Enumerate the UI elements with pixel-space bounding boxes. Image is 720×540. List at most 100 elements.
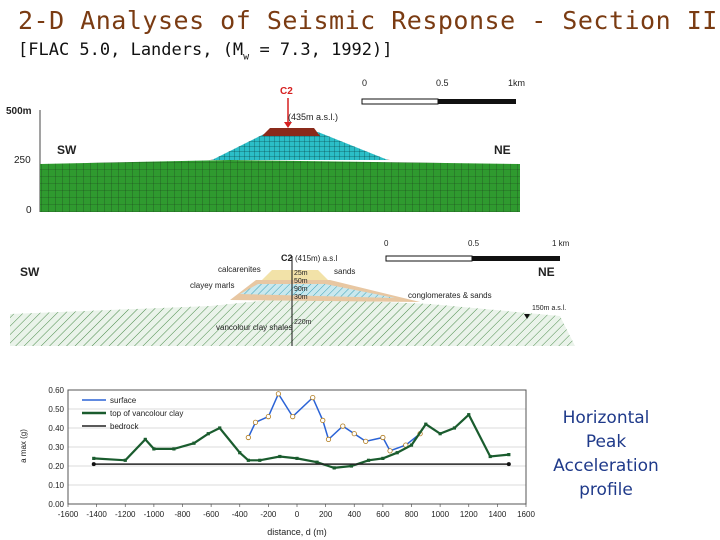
label-clay-shales: vancolour clay shales <box>216 323 292 332</box>
series-point <box>381 456 385 460</box>
series-point <box>332 466 336 470</box>
ne-label-lower: NE <box>538 265 555 279</box>
upper-cross-section: 500m 250 0 C2 (435m a.s.l.) SW NE 0 0.5 … <box>6 78 525 216</box>
series-point <box>152 447 156 451</box>
subtitle-prefix: [FLAC 5.0, Landers, (M <box>18 40 244 60</box>
series-line-1 <box>93 412 509 470</box>
pga-chart: 0.000.100.200.300.400.500.60 -1600 -1400-… <box>19 386 535 537</box>
x-tick-label: 1200 <box>460 510 478 519</box>
depth-25: 25m <box>294 270 308 277</box>
series-point <box>325 436 332 443</box>
series-point <box>295 456 299 460</box>
x-tick-label: -1000 <box>144 510 165 519</box>
calcarenites-layer <box>262 270 328 280</box>
y-tick-label: 0.50 <box>48 405 64 414</box>
series-point <box>363 438 369 444</box>
series-point <box>258 458 262 462</box>
series-point <box>340 423 346 429</box>
series-point <box>290 413 296 420</box>
series-point <box>91 462 96 467</box>
series-point <box>424 422 428 426</box>
scale-bar-white-lower <box>385 255 473 262</box>
y-tick-label: 0.20 <box>48 462 64 471</box>
slide-subtitle: [FLAC 5.0, Landers, (Mw = 7.3, 1992)] <box>18 40 393 62</box>
legend-label: bedrock <box>110 422 139 431</box>
x-tick-label: 1400 <box>488 510 506 519</box>
side-label-line-4: profile <box>579 480 633 500</box>
label-conglomerates: conglomerates & sands <box>408 291 492 300</box>
chart-xlabel: distance, d (m) <box>267 527 327 537</box>
x-tick-label: 800 <box>405 510 419 519</box>
series-point <box>246 458 250 462</box>
series-point <box>172 447 176 451</box>
depth-90: 90m <box>294 286 308 293</box>
series-point <box>310 394 316 401</box>
ne-label-upper: NE <box>494 143 511 157</box>
series-line-0 <box>247 392 421 452</box>
chart-y-ticks: 0.00 0.10 0.20 0.30 0.40 0.50 0.60 <box>48 386 64 509</box>
side-label: Horizontal Peak Acceleration profile <box>546 406 666 502</box>
series-point <box>452 426 457 430</box>
elevation-lower: (415m) a.s.l <box>295 254 337 263</box>
chart-legend: surface top of vancolour clay bedrock <box>82 396 183 431</box>
x-tick-label: -600 <box>203 510 220 519</box>
x-tick-label: 200 <box>319 510 333 519</box>
series-point <box>351 431 357 437</box>
series-point <box>206 432 210 436</box>
series-point <box>278 454 282 459</box>
series-point <box>123 458 127 462</box>
y-tick-250: 250 <box>14 155 31 166</box>
series-point <box>506 462 511 467</box>
series-point <box>92 456 96 460</box>
scale-1-lower: 1 km <box>552 239 570 248</box>
side-label-line-1: Horizontal <box>562 408 650 428</box>
series-point <box>252 419 259 425</box>
series-point <box>192 441 196 445</box>
y-tick-0: 0 <box>26 205 32 216</box>
x-tick-label: -200 <box>260 510 277 519</box>
x-tick-label: 400 <box>348 510 362 519</box>
side-label-line-2: Peak <box>585 432 627 452</box>
depth-30: 30m <box>294 294 308 301</box>
series-point <box>488 454 492 459</box>
lower-cross-section: SW NE C2 (415m) a.s.l calcarenites sands… <box>10 239 575 346</box>
legend-label: top of vancolour clay <box>110 409 183 418</box>
depth-220: 220m <box>294 319 312 326</box>
x-tick-label: 0 <box>295 510 300 519</box>
x-tick-label: -1400 <box>86 510 107 519</box>
series-point <box>315 460 319 464</box>
series-point <box>380 434 386 441</box>
label-calcarenites: calcarenites <box>218 265 261 274</box>
legend-label: surface <box>110 396 137 405</box>
chart-series <box>91 391 511 470</box>
scale-05-lower: 0.5 <box>468 239 480 248</box>
series-point <box>438 432 442 436</box>
scale-bar-black-lower <box>472 256 560 261</box>
side-label-line-3: Acceleration <box>553 456 659 476</box>
elevation-upper: (435m a.s.l.) <box>288 112 338 122</box>
x-tick-label: 1600 <box>517 510 535 519</box>
scale-05-upper: 0.5 <box>436 78 449 88</box>
scale-0-upper: 0 <box>362 78 367 88</box>
series-point <box>366 458 371 462</box>
subtitle-suffix: = 7.3, 1992)] <box>249 40 393 60</box>
y-tick-label: 0.30 <box>48 443 64 452</box>
series-point <box>245 434 251 441</box>
chart-ylabel: a max (g) <box>19 429 28 463</box>
series-point <box>143 437 147 441</box>
series-point <box>238 451 242 455</box>
x-tick-label: -400 <box>232 510 249 519</box>
series-point <box>275 391 281 397</box>
y-tick-label: 0.10 <box>48 481 64 490</box>
series-point <box>507 453 511 457</box>
sw-label-upper: SW <box>57 143 77 157</box>
label-clayey-marls: clayey marls <box>190 281 234 290</box>
y-tick-500: 500m <box>6 106 32 117</box>
subtitle-subscript: w <box>243 51 250 63</box>
scale-0-lower: 0 <box>384 239 389 248</box>
chart-frame <box>67 389 527 505</box>
x-tick-label: -1600 <box>58 510 79 519</box>
y-tick-label: 0.00 <box>48 500 64 509</box>
y-tick-label: 0.40 <box>48 424 64 433</box>
label-sands: sands <box>334 267 355 276</box>
